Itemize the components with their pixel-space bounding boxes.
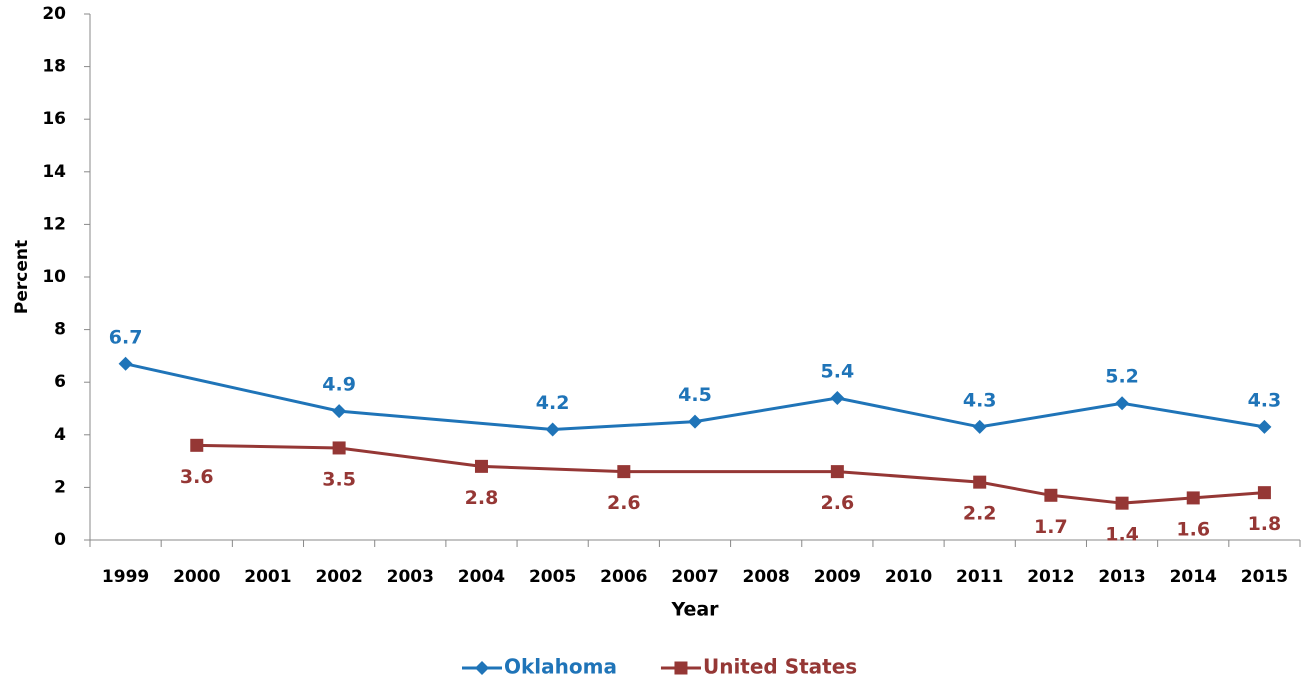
data-point — [1044, 488, 1058, 502]
x-tick-label: 2002 — [315, 567, 362, 587]
x-tick-label: 2011 — [956, 567, 1003, 587]
x-tick-label: 2012 — [1027, 567, 1074, 587]
x-tick-label: 2005 — [529, 567, 576, 587]
data-label: 3.6 — [180, 466, 214, 488]
data-label: 1.6 — [1176, 518, 1210, 540]
data-label: 2.6 — [607, 492, 641, 514]
data-label: 2.6 — [821, 492, 855, 514]
data-point — [332, 404, 347, 419]
data-label: 4.2 — [536, 392, 570, 414]
x-tick-label: 2004 — [458, 567, 505, 587]
data-point — [1257, 486, 1271, 500]
data-label: 4.3 — [963, 389, 997, 411]
data-label: 2.2 — [963, 503, 997, 525]
data-point — [688, 414, 702, 429]
x-tick-label: 2003 — [387, 567, 434, 587]
y-tick-label: 4 — [54, 425, 66, 445]
x-tick-label: 2015 — [1241, 567, 1288, 587]
data-label: 2.8 — [465, 487, 499, 509]
series-line — [196, 443, 1265, 505]
x-tick-label: 2009 — [814, 567, 861, 587]
data-label: 1.7 — [1034, 516, 1068, 538]
x-axis-title: Year — [670, 599, 719, 621]
data-label: 3.5 — [322, 468, 356, 490]
data-point — [190, 438, 204, 452]
data-point — [830, 465, 844, 479]
x-tick-label: 2010 — [885, 567, 932, 587]
x-tick-label: 2007 — [671, 567, 718, 587]
data-point — [973, 475, 987, 489]
y-tick-label: 2 — [54, 477, 66, 497]
x-tick-label: 2006 — [600, 567, 647, 587]
series-line — [125, 362, 1265, 432]
data-point — [617, 465, 631, 479]
data-label: 4.5 — [678, 384, 712, 406]
x-tick-label: 2000 — [173, 567, 220, 587]
data-point — [545, 422, 560, 437]
data-point — [1186, 491, 1200, 505]
data-label: 1.4 — [1105, 524, 1139, 546]
data-point — [332, 441, 346, 455]
x-tick-label: 2014 — [1170, 567, 1217, 587]
data-label: 5.4 — [821, 360, 855, 382]
data-point — [1115, 396, 1130, 411]
data-label: 6.7 — [109, 326, 143, 348]
x-tick-label: 2013 — [1098, 567, 1145, 587]
data-point — [474, 459, 488, 473]
y-tick-label: 14 — [42, 162, 66, 182]
x-tick-label: 2001 — [244, 567, 291, 587]
y-axis-title: Percent — [12, 240, 32, 314]
data-label: 5.2 — [1105, 366, 1139, 388]
data-point — [118, 356, 133, 371]
y-tick-label: 16 — [42, 109, 66, 129]
data-point — [1115, 496, 1129, 510]
data-label: 4.9 — [322, 374, 356, 396]
data-label: 1.8 — [1248, 513, 1282, 535]
x-tick-label: 2008 — [743, 567, 790, 587]
x-tick-label: 1999 — [102, 567, 149, 587]
y-tick-label: 0 — [54, 530, 66, 550]
data-point — [1257, 419, 1272, 434]
legend-label: United States — [703, 655, 857, 679]
data-point — [830, 390, 845, 405]
legend-label: Oklahoma — [504, 655, 617, 679]
data-label: 4.3 — [1248, 389, 1282, 411]
y-tick-label: 10 — [42, 267, 66, 287]
data-point — [972, 419, 987, 434]
y-tick-label: 8 — [54, 320, 66, 340]
y-tick-label: 12 — [42, 214, 66, 234]
y-tick-label: 18 — [42, 57, 66, 77]
y-tick-label: 6 — [54, 372, 66, 392]
legend-marker — [475, 661, 489, 675]
legend-marker — [674, 661, 688, 675]
y-tick-label: 20 — [42, 4, 66, 24]
